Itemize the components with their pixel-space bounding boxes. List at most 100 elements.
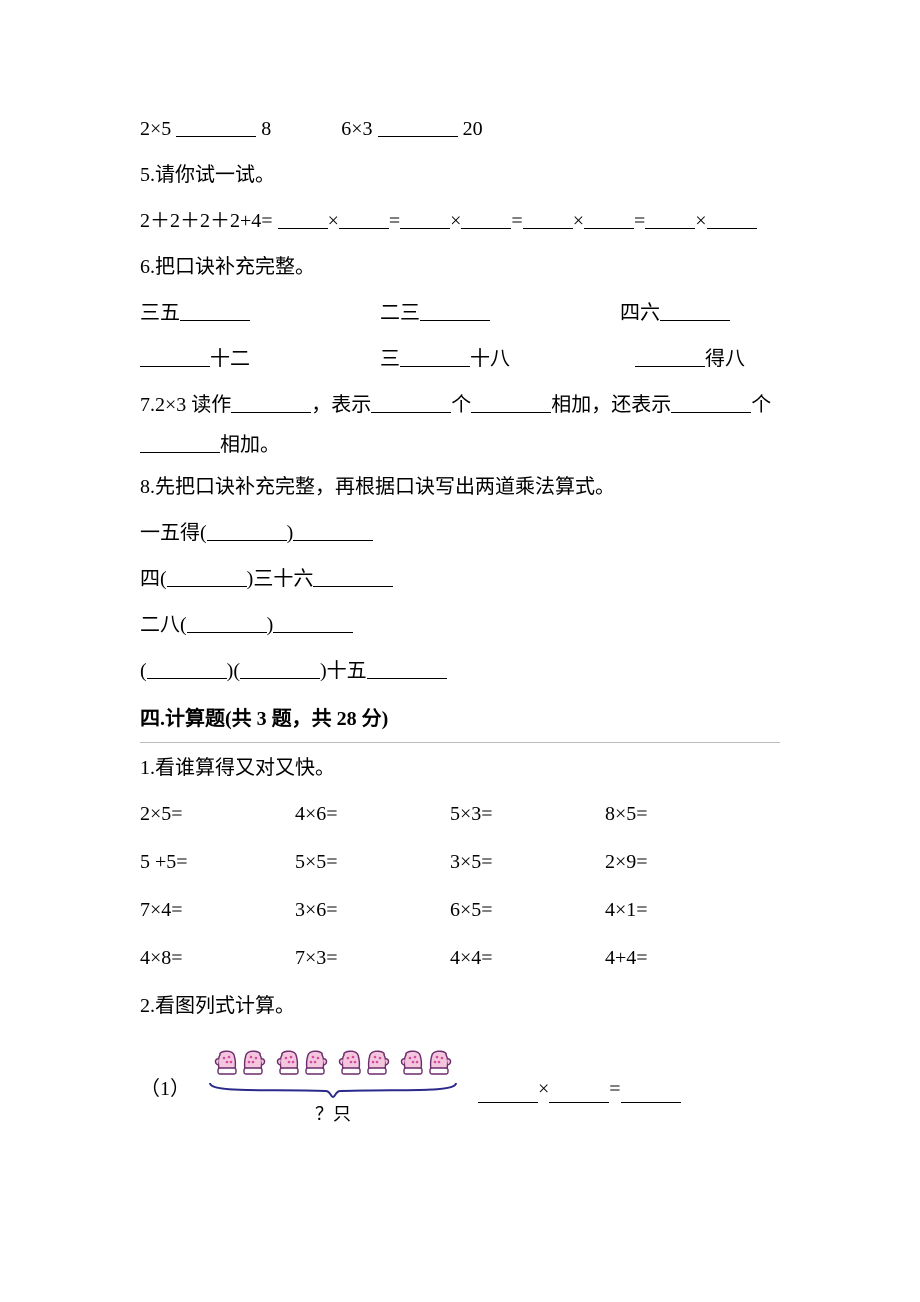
calc1-cell: 4×8= [140, 939, 295, 977]
q7-m3: 相加，还表示 [551, 394, 671, 416]
q5-b2[interactable] [339, 206, 389, 229]
calc1-cell: 3×6= [295, 891, 450, 929]
mitten-pair-icon [398, 1047, 454, 1081]
calc1-cell: 7×4= [140, 891, 295, 929]
calc1-grid: 2×5=4×6=5×3=8×5= 5 +5=5×5=3×5=2×9= 7×4=3×6… [140, 795, 780, 977]
q6-r1-a-blank[interactable] [180, 298, 250, 321]
q8-l2-b1[interactable] [167, 564, 247, 587]
cmp-right-target: 20 [463, 118, 483, 140]
q5-b3[interactable] [400, 206, 450, 229]
q8-l1: 一五得() [140, 514, 780, 552]
q5-b6[interactable] [584, 206, 634, 229]
q7-b3[interactable] [471, 390, 551, 413]
q7-line1: 7.2×3 读作 ，表示 个 相加，还表示 个 [140, 386, 780, 424]
q6-row1: 三五 二三 四六 [140, 294, 780, 332]
q6-r1-b-blank[interactable] [420, 298, 490, 321]
q6-r1-b: 二三 [380, 302, 420, 324]
calc2-b2[interactable] [549, 1080, 609, 1103]
brace-label: ？只 [208, 1097, 458, 1131]
cmp-right-blank[interactable] [378, 114, 458, 137]
q8-l4-c1: )( [227, 660, 240, 682]
q6-r2-b-blank[interactable] [400, 344, 470, 367]
q8-l4-b2[interactable] [240, 656, 320, 679]
q7-l2-post: 相加。 [220, 434, 280, 456]
q8-l4-b3[interactable] [367, 656, 447, 679]
compare-row: 2×5 8 6×3 20 [140, 110, 780, 148]
calc1-cell: 4×6= [295, 795, 450, 833]
q8-l4-b1[interactable] [147, 656, 227, 679]
calc1-row: 7×4=3×6=6×5=4×1= [140, 891, 780, 929]
calc2-title: 2.看图列式计算。 [140, 987, 780, 1025]
q8-l3: 二八() [140, 606, 780, 644]
q6-r2-a-blank[interactable] [140, 344, 210, 367]
cmp-right-expr: 6×3 [341, 118, 372, 140]
q7-b5[interactable] [140, 430, 220, 453]
q8-l1-b1[interactable] [207, 518, 287, 541]
q5-lhs: 2＋2＋2＋2+4= [140, 210, 273, 232]
q8-l1-pre: 一五得( [140, 522, 207, 544]
q5-b8[interactable] [707, 206, 757, 229]
q8-l2: 四()三十六 [140, 560, 780, 598]
mitten-pair-icon [336, 1047, 392, 1081]
q5-expression: 2＋2＋2＋2+4= ×=×=×=× [140, 202, 780, 240]
calc1-cell: 6×5= [450, 891, 605, 929]
q5-b5[interactable] [523, 206, 573, 229]
q7-b4[interactable] [671, 390, 751, 413]
q6-r2-a-post: 十二 [210, 348, 250, 370]
q5-b4[interactable] [461, 206, 511, 229]
calc2-op: × [538, 1070, 549, 1108]
cmp-left-expr: 2×5 [140, 118, 171, 140]
q7-m2: 个 [451, 394, 471, 416]
calc1-cell: 2×5= [140, 795, 295, 833]
q8-l4: ( )( )十五 [140, 652, 780, 690]
calc1-row: 5 +5=5×5=3×5=2×9= [140, 843, 780, 881]
q8-l3-pre: 二八( [140, 614, 187, 636]
q7-m1: ，表示 [311, 394, 371, 416]
q8-l1-b2[interactable] [293, 518, 373, 541]
q5-b7[interactable] [645, 206, 695, 229]
calc1-title: 1.看谁算得又对又快。 [140, 749, 780, 787]
q7-line2: 相加。 [140, 426, 780, 464]
q6-row2: 十二 三 十八 得八 [140, 340, 780, 378]
calc1-cell: 8×5= [605, 795, 760, 833]
cmp-left-blank[interactable] [176, 114, 256, 137]
calc2-b3[interactable] [621, 1080, 681, 1103]
q5-b1[interactable] [278, 206, 328, 229]
q6-r2-b-pre: 三 [380, 348, 400, 370]
calc1-cell: 7×3= [295, 939, 450, 977]
calc1-cell: 3×5= [450, 843, 605, 881]
calc1-cell: 5×5= [295, 843, 450, 881]
mitten-pair-icon [212, 1047, 268, 1081]
q7-pre: 7.2×3 读作 [140, 394, 231, 416]
q8-l4-c2: )十五 [320, 660, 367, 682]
q8-title: 8.先把口诀补充完整，再根据口诀写出两道乘法算式。 [140, 468, 780, 506]
calc1-row: 4×8=7×3=4×4=4+4= [140, 939, 780, 977]
section4-heading: 四.计算题(共 3 题，共 28 分) [140, 700, 780, 743]
q6-title: 6.把口诀补充完整。 [140, 248, 780, 286]
q6-r2-b-post: 十八 [470, 348, 510, 370]
calc1-row: 2×5=4×6=5×3=8×5= [140, 795, 780, 833]
q8-l4-o1: ( [140, 660, 147, 682]
calc1-cell: 5 +5= [140, 843, 295, 881]
calc1-cell: 4+4= [605, 939, 760, 977]
q8-l3-b2[interactable] [273, 610, 353, 633]
q7-b1[interactable] [231, 390, 311, 413]
q8-l2-post: )三十六 [247, 568, 314, 590]
q8-l2-b2[interactable] [313, 564, 393, 587]
q6-r2-c-post: 得八 [705, 348, 745, 370]
mittens-figure: ？只 [208, 1047, 458, 1131]
calc2-b1[interactable] [478, 1080, 538, 1103]
q8-l3-b1[interactable] [187, 610, 267, 633]
calc1-cell: 5×3= [450, 795, 605, 833]
cmp-left-target: 8 [261, 118, 271, 140]
q6-r1-c-blank[interactable] [660, 298, 730, 321]
calc2-eq: = [609, 1070, 620, 1108]
mitten-pair-icon [274, 1047, 330, 1081]
q6-r2-c-blank[interactable] [635, 344, 705, 367]
calc2-item1: （1） [140, 1047, 780, 1131]
calc1-cell: 2×9= [605, 843, 760, 881]
calc1-cell: 4×1= [605, 891, 760, 929]
q7-b2[interactable] [371, 390, 451, 413]
q7-m4: 个 [751, 394, 771, 416]
calc1-cell: 4×4= [450, 939, 605, 977]
